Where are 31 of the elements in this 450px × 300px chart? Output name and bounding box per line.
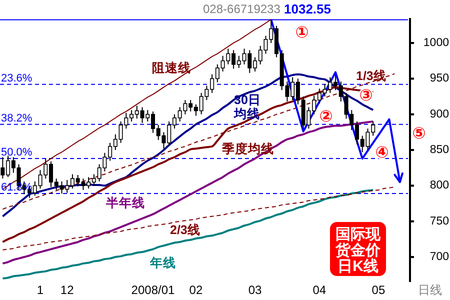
series-label: 年线 xyxy=(149,256,176,270)
ref-line-label: 1032.55 xyxy=(284,2,331,17)
x-tick-label: 03 xyxy=(248,283,262,297)
text: 028-66719233 xyxy=(203,2,281,16)
y-tick-label: 700 xyxy=(430,251,449,264)
annotation: ④ xyxy=(375,144,389,162)
y-tick-label: 1000 xyxy=(423,36,449,49)
x-tick-label: 2008/01 xyxy=(131,283,176,297)
x-tick-label: 04 xyxy=(312,283,326,297)
x-tick-label: 02 xyxy=(189,283,203,297)
series-label: 阻速线 xyxy=(152,61,191,75)
x-axis-title: 日线 xyxy=(418,283,442,297)
series-label: 2/3线 xyxy=(170,223,200,237)
series-label: 半年线 xyxy=(105,196,145,210)
y-tick-label: 750 xyxy=(430,215,449,228)
y-tick-label: 800 xyxy=(430,180,449,192)
annotation: 38.2% xyxy=(1,112,32,124)
annotation: 23.6% xyxy=(1,72,32,84)
x-tick-label: 1 xyxy=(36,283,44,297)
series-label: 1/3线 xyxy=(356,69,386,83)
y-tick-label: 900 xyxy=(430,108,449,120)
annotation: 50.0% xyxy=(1,146,32,159)
annotation: ② xyxy=(319,108,333,126)
annotation: ① xyxy=(295,24,309,42)
x-tick-label: 05 xyxy=(372,283,386,297)
y-tick-label: 950 xyxy=(430,72,449,85)
y-tick-label: 850 xyxy=(430,144,449,156)
text: ⑤ xyxy=(412,126,426,142)
annotation: ③ xyxy=(359,88,373,104)
x-tick-label: 12 xyxy=(60,283,74,297)
line-series xyxy=(2,18,272,190)
